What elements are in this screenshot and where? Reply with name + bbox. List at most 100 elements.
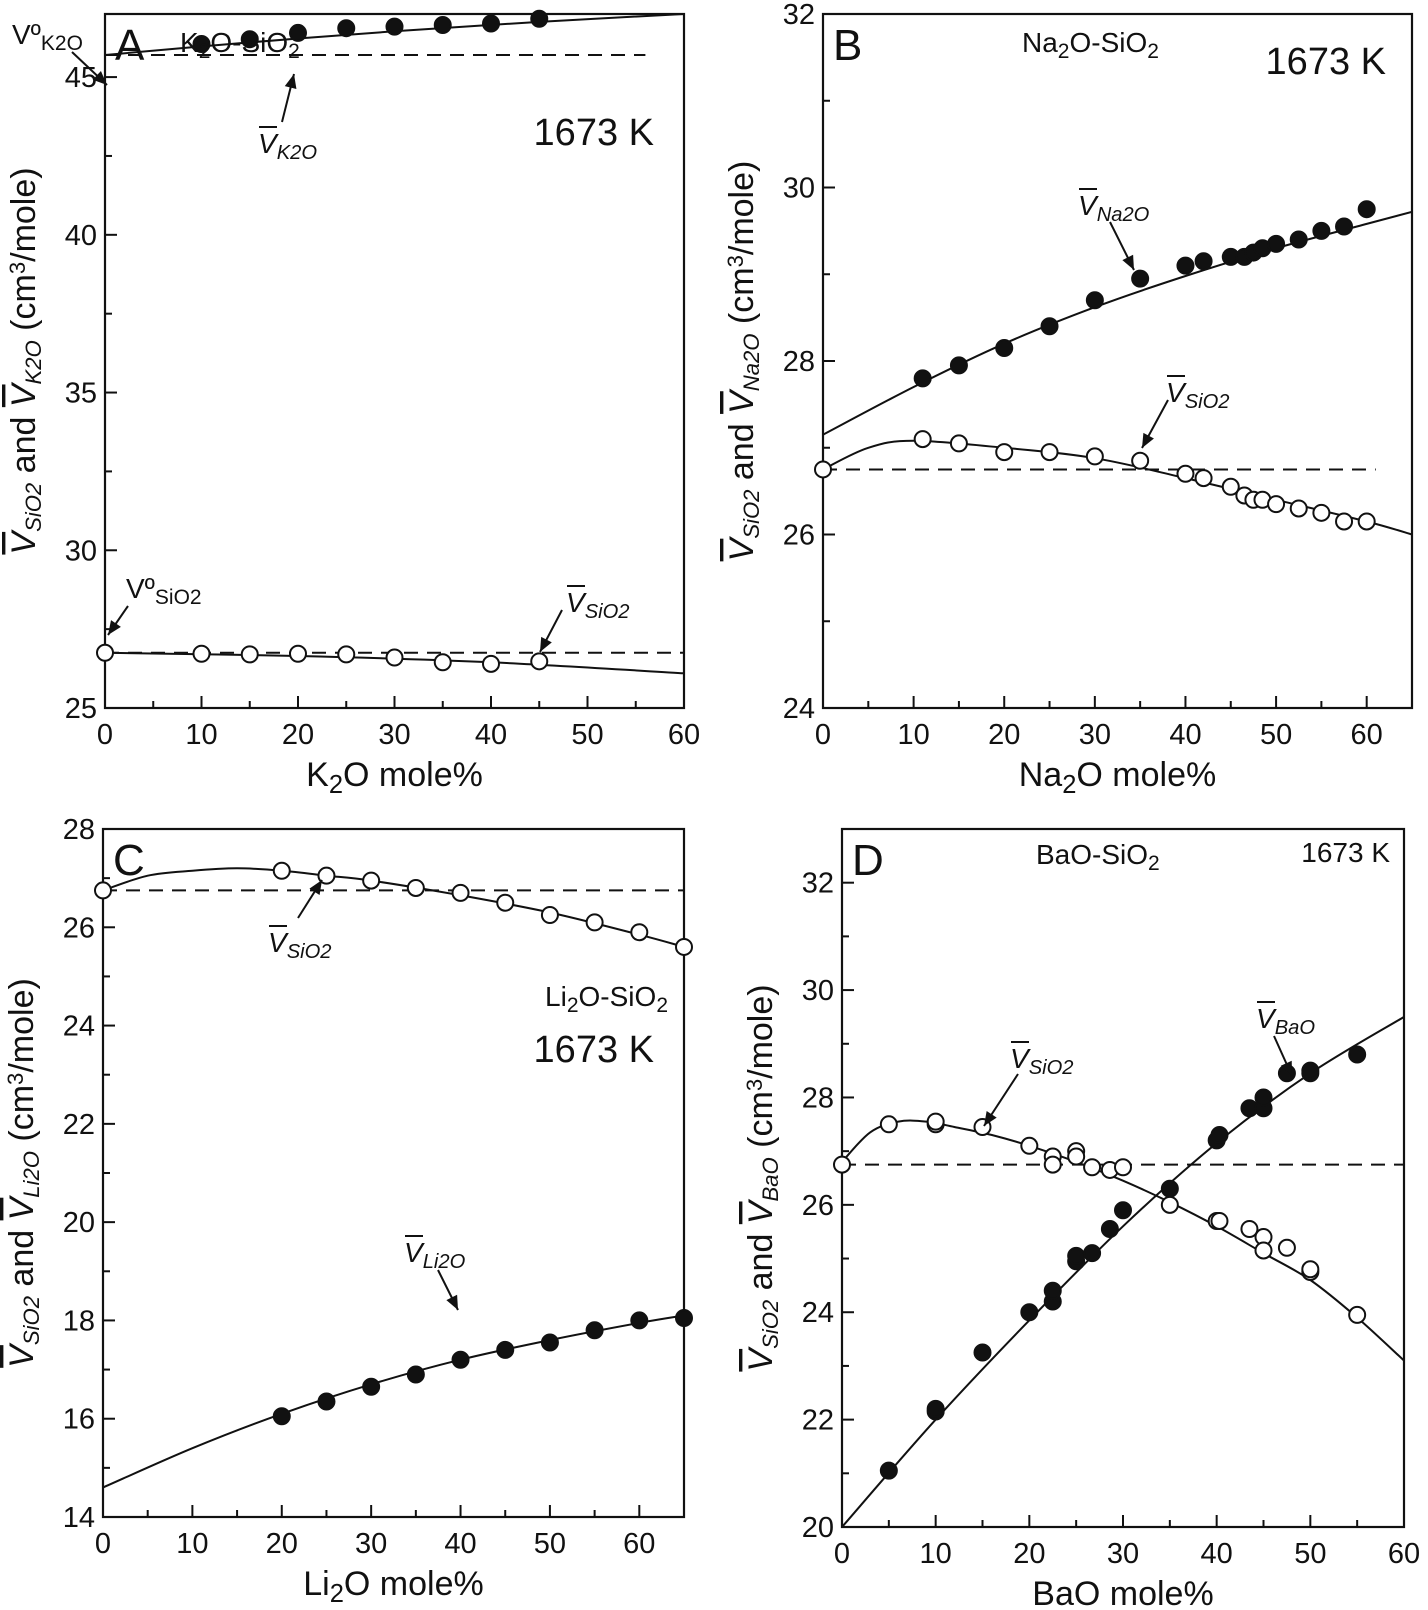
panel-d: 0 10 20 30 40 50 60 20 22 24 26 28 30 32 BaO mole% VSiO… bbox=[742, 827, 1420, 1610]
vbar-sio2-arrow bbox=[539, 609, 563, 653]
filled-data-point bbox=[1301, 1061, 1320, 1080]
filled-data-point bbox=[406, 1365, 425, 1384]
open-data-point bbox=[451, 883, 470, 902]
x-tick-label: 20 bbox=[282, 719, 314, 751]
x-tick-label: 60 bbox=[1351, 719, 1383, 751]
filled-data-point bbox=[1194, 252, 1213, 271]
open-data-point bbox=[1067, 1147, 1086, 1166]
open-data-point bbox=[1267, 495, 1286, 514]
open-data-point bbox=[833, 1155, 851, 1174]
open-data-point bbox=[482, 654, 500, 673]
y-tick-label: 26 bbox=[783, 520, 815, 552]
filled-data-point bbox=[451, 1350, 470, 1369]
x-tick-label: 40 bbox=[444, 1528, 476, 1560]
x-tick-label: 20 bbox=[266, 1528, 298, 1560]
x-tick-label: 10 bbox=[176, 1528, 208, 1560]
x-tick-label: 50 bbox=[571, 719, 603, 751]
filled-data-point bbox=[1176, 256, 1195, 275]
y-tick-label: 30 bbox=[783, 173, 815, 205]
vbar-sio2-label: VSiO2 bbox=[268, 925, 332, 963]
open-data-point bbox=[1335, 512, 1354, 531]
filled-data-point bbox=[926, 1399, 945, 1418]
x-tick-label: 30 bbox=[1079, 719, 1111, 751]
y-tick-label: 24 bbox=[802, 1297, 834, 1329]
y-tick-label: 14 bbox=[63, 1502, 95, 1534]
y-axis-title: VSiO2 and VBaO (cm3/mole) bbox=[742, 984, 783, 1371]
filled-data-point bbox=[1210, 1126, 1229, 1145]
svg-text:VSiO2: VSiO2 bbox=[1010, 1043, 1074, 1079]
vbar-na2o-arrow bbox=[1109, 221, 1135, 271]
filled-data-point bbox=[1067, 1246, 1086, 1265]
y-axis-title: VSiO2 and VNa2O (cm3/mole) bbox=[723, 161, 764, 562]
panel-letter: D bbox=[852, 836, 884, 885]
y-tick-label: 16 bbox=[63, 1404, 95, 1436]
y-tick-label: 26 bbox=[63, 912, 95, 944]
filled-data-point bbox=[1289, 230, 1308, 249]
x-axis-title: BaO mole% bbox=[1032, 1575, 1213, 1610]
svg-text:VLi2O: VLi2O bbox=[404, 1237, 466, 1273]
open-data-point bbox=[1357, 512, 1376, 531]
vbar-li2o-arrow bbox=[437, 1269, 459, 1311]
open-data-point bbox=[1043, 1155, 1062, 1174]
filled-data-point bbox=[192, 34, 211, 53]
filled-data-point bbox=[1040, 317, 1059, 336]
filled-data-point bbox=[585, 1321, 604, 1340]
filled-data-point bbox=[1100, 1220, 1119, 1239]
filled-data-point bbox=[879, 1461, 898, 1480]
temperature-label: 1673 K bbox=[1266, 41, 1386, 83]
vbar-sio2-arrow bbox=[1141, 399, 1169, 449]
x-axis-title: Na2O mole% bbox=[1019, 756, 1216, 799]
temperature-label: 1673 K bbox=[1301, 837, 1390, 868]
x-tick-label: 30 bbox=[378, 719, 410, 751]
open-data-point bbox=[1131, 451, 1150, 470]
open-data-point bbox=[675, 937, 693, 956]
system-label: K2O-SiO2 bbox=[180, 27, 300, 63]
panel-c: 0 10 20 30 40 50 60 14 16 18 20 22 24 26 28 Li2O mole% V… bbox=[3, 814, 693, 1608]
filled-data-point bbox=[433, 16, 452, 35]
y-tick-label: 45 bbox=[65, 62, 97, 94]
filled-data-point bbox=[1131, 269, 1150, 288]
open-data-point bbox=[289, 644, 307, 663]
panel-letter: B bbox=[833, 21, 862, 70]
y-tick-label: 28 bbox=[63, 814, 95, 846]
filled-data-point bbox=[540, 1333, 559, 1352]
filled-data-point bbox=[1348, 1045, 1367, 1064]
x-tick-label: 30 bbox=[355, 1528, 387, 1560]
y-axis-title: VSiO2 and VLi2O (cm3/mole) bbox=[3, 978, 44, 1368]
open-data-point bbox=[1160, 1195, 1179, 1214]
vbar-bao-label: VBaO bbox=[1256, 1001, 1315, 1039]
open-data-point bbox=[879, 1115, 898, 1134]
x-tick-label: 20 bbox=[988, 719, 1020, 751]
open-data-point bbox=[1114, 1158, 1132, 1177]
fit-curve-1 bbox=[103, 867, 684, 948]
vbar-sio2-label: VSiO2 bbox=[1166, 375, 1230, 413]
open-data-point bbox=[240, 645, 259, 664]
open-data-point bbox=[1085, 447, 1104, 466]
y-tick-label: 24 bbox=[63, 1011, 95, 1043]
filled-data-point bbox=[1335, 217, 1354, 236]
svg-text:VNa2O: VNa2O bbox=[1078, 190, 1150, 226]
y-tick-label: 22 bbox=[802, 1405, 834, 1437]
filled-data-point bbox=[1254, 1088, 1273, 1107]
x-tick-label: 60 bbox=[1388, 1538, 1420, 1570]
open-data-point bbox=[96, 643, 114, 662]
filled-data-point bbox=[1085, 291, 1104, 310]
y-axis-title: VSiO2 and VK2O (cm3/mole) bbox=[5, 167, 46, 554]
x-tick-label: 0 bbox=[834, 1538, 850, 1570]
y-tick-label: 32 bbox=[802, 868, 834, 900]
open-data-point bbox=[1221, 477, 1240, 496]
filled-data-point bbox=[289, 23, 307, 42]
x-tick-label: 50 bbox=[1294, 1538, 1326, 1570]
v0-sio2-arrow bbox=[107, 605, 129, 636]
x-axis-title: K2O mole% bbox=[306, 756, 483, 799]
vbar-sio2-label: VSiO2 bbox=[1010, 1041, 1074, 1079]
x-tick-label: 50 bbox=[1260, 719, 1292, 751]
filled-data-point bbox=[1043, 1281, 1062, 1300]
open-data-point bbox=[433, 653, 452, 672]
vbar-k2o-label: VK2O bbox=[258, 126, 317, 164]
y-tick-label: 40 bbox=[65, 220, 97, 252]
open-data-point bbox=[926, 1112, 945, 1131]
filled-data-point bbox=[913, 369, 932, 388]
filled-data-point bbox=[530, 9, 549, 28]
